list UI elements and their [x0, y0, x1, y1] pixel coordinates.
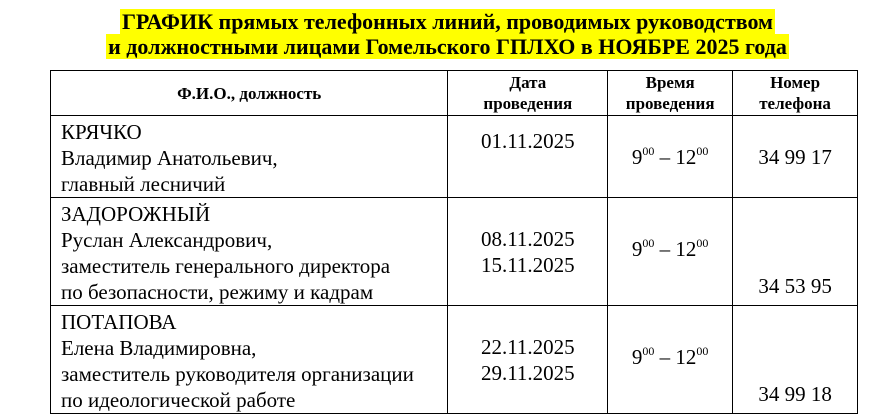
- schedule-table: Ф.И.О., должность Дата проведения Время пр…: [49, 70, 858, 414]
- header-time: Время проведения: [607, 70, 734, 116]
- title-line-2: и должностными лицами Гомельского ГПЛХО …: [106, 34, 789, 59]
- surname: ПОТАПОВА: [61, 310, 177, 334]
- fio-cell: ПОТАПОВА Елена Владимировна, заместитель…: [49, 305, 449, 414]
- table-header-row: Ф.И.О., должность Дата проведения Время пр…: [49, 70, 858, 116]
- position: заместитель руководителя организации: [61, 362, 414, 386]
- header-date: Дата проведения: [447, 70, 609, 116]
- fio-cell: ЗАДОРОЖНЫЙ Руслан Александрович, замести…: [49, 197, 449, 306]
- time-cell: 900 – 1200: [607, 197, 734, 306]
- fio-cell: КРЯЧКО Владимир Анатольевич, главный лес…: [49, 115, 449, 198]
- header-fio: Ф.И.О., должность: [49, 70, 449, 116]
- title-line-1: ГРАФИК прямых телефонных линий, проводим…: [119, 9, 776, 34]
- date-cell: 08.11.2025 15.11.2025: [447, 197, 609, 306]
- phone-cell: 34 53 95: [732, 197, 858, 306]
- surname: КРЯЧКО: [61, 120, 142, 144]
- position: главный лесничий: [61, 172, 226, 196]
- time-cell: 900 – 1200: [607, 115, 734, 198]
- position: по идеологической работе: [61, 388, 296, 412]
- header-phone: Номер телефона: [732, 70, 858, 116]
- table-row: ЗАДОРОЖНЫЙ Руслан Александрович, замести…: [49, 197, 858, 306]
- given-name: Владимир Анатольевич,: [61, 146, 278, 170]
- given-name: Елена Владимировна,: [61, 336, 257, 360]
- page-title: ГРАФИК прямых телефонных линий, проводим…: [0, 9, 895, 59]
- date-cell: 01.11.2025: [447, 115, 609, 198]
- phone-cell: 34 99 17: [732, 115, 858, 198]
- given-name: Руслан Александрович,: [61, 228, 273, 252]
- position: заместитель генерального директора: [61, 254, 391, 278]
- table-row: ПОТАПОВА Елена Владимировна, заместитель…: [49, 305, 858, 414]
- time-cell: 900 – 1200: [607, 305, 734, 414]
- phone-cell: 34 99 18: [732, 305, 858, 414]
- date-cell: 22.11.2025 29.11.2025: [447, 305, 609, 414]
- surname: ЗАДОРОЖНЫЙ: [61, 202, 211, 226]
- table-row: КРЯЧКО Владимир Анатольевич, главный лес…: [49, 115, 858, 198]
- position: по безопасности, режиму и кадрам: [61, 280, 374, 304]
